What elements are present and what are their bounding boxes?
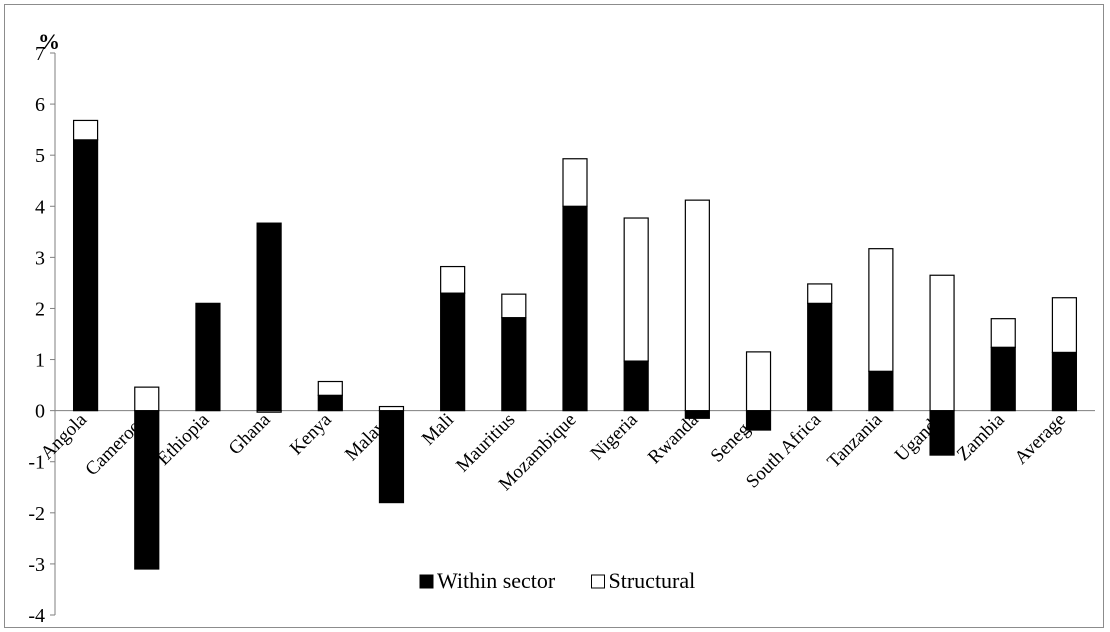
x-category-label: Average bbox=[1011, 409, 1070, 468]
y-tick-label: 6 bbox=[35, 94, 45, 116]
bar-within-sector bbox=[1051, 351, 1078, 412]
legend-entry: Structural bbox=[609, 568, 696, 593]
y-tick-label: 7 bbox=[35, 43, 45, 65]
y-tick-label: 2 bbox=[35, 298, 45, 320]
legend-swatch bbox=[419, 574, 434, 589]
x-category-label: Kenya bbox=[286, 409, 336, 459]
bar-within-sector bbox=[929, 410, 955, 456]
bar-structural bbox=[256, 410, 282, 413]
bar-structural bbox=[440, 265, 466, 294]
bar-within-sector bbox=[72, 139, 99, 412]
bar-within-sector bbox=[623, 360, 649, 412]
bar-within-sector bbox=[562, 205, 588, 412]
bar-structural bbox=[1051, 297, 1078, 353]
bar-within-sector bbox=[256, 222, 282, 412]
bar-structural bbox=[317, 380, 343, 396]
chart-frame: -4 -3 -2 -1 0 1 2 3 4 5 6 7% Angola Cameroon Ethiopia G… bbox=[4, 4, 1104, 628]
x-category-label: Zambia bbox=[953, 409, 1009, 465]
x-category-label: Tanzania bbox=[823, 409, 887, 473]
bar-structural bbox=[72, 119, 99, 141]
y-tick-label: 0 bbox=[35, 401, 45, 423]
x-category-label: Rwanda bbox=[644, 409, 703, 468]
bar-within-sector bbox=[195, 302, 221, 412]
bar-structural bbox=[990, 318, 1016, 348]
bar-within-sector bbox=[990, 346, 1016, 412]
bar-structural bbox=[868, 248, 894, 372]
bar-structural bbox=[929, 274, 955, 412]
y-tick-label: -3 bbox=[28, 554, 45, 576]
y-tick-label: 1 bbox=[35, 350, 45, 372]
bar-structural bbox=[807, 283, 833, 304]
x-category-label: Ethiopia bbox=[153, 409, 214, 470]
x-category-label: Mali bbox=[418, 409, 458, 449]
bar-within-sector bbox=[440, 292, 466, 412]
y-tick-label: -4 bbox=[28, 605, 45, 627]
bar-structural bbox=[378, 405, 405, 412]
y-tick-label: -1 bbox=[28, 452, 45, 474]
bar-structural bbox=[745, 351, 772, 412]
legend-swatch bbox=[591, 574, 605, 589]
bar-structural bbox=[562, 158, 588, 207]
y-tick-label: 5 bbox=[35, 145, 45, 167]
bar-within-sector bbox=[501, 317, 527, 412]
bar-within-sector bbox=[317, 394, 343, 412]
bar-within-sector bbox=[807, 302, 833, 412]
bar-structural bbox=[684, 199, 710, 412]
legend-entry: Within sector bbox=[437, 568, 556, 593]
y-tick-label: 3 bbox=[35, 247, 45, 269]
bar-within-sector bbox=[378, 410, 405, 504]
y-unit-label: % bbox=[38, 29, 60, 54]
y-tick-label: -2 bbox=[28, 503, 45, 525]
bar-structural bbox=[501, 293, 527, 319]
bar-within-sector bbox=[868, 370, 894, 412]
x-category-label: Nigeria bbox=[587, 409, 643, 465]
x-category-label: Ghana bbox=[225, 409, 275, 459]
x-category-label: Senegal bbox=[707, 409, 764, 466]
bar-structural bbox=[623, 217, 649, 362]
bar-structural bbox=[134, 386, 160, 412]
y-tick-label: 4 bbox=[35, 196, 45, 218]
